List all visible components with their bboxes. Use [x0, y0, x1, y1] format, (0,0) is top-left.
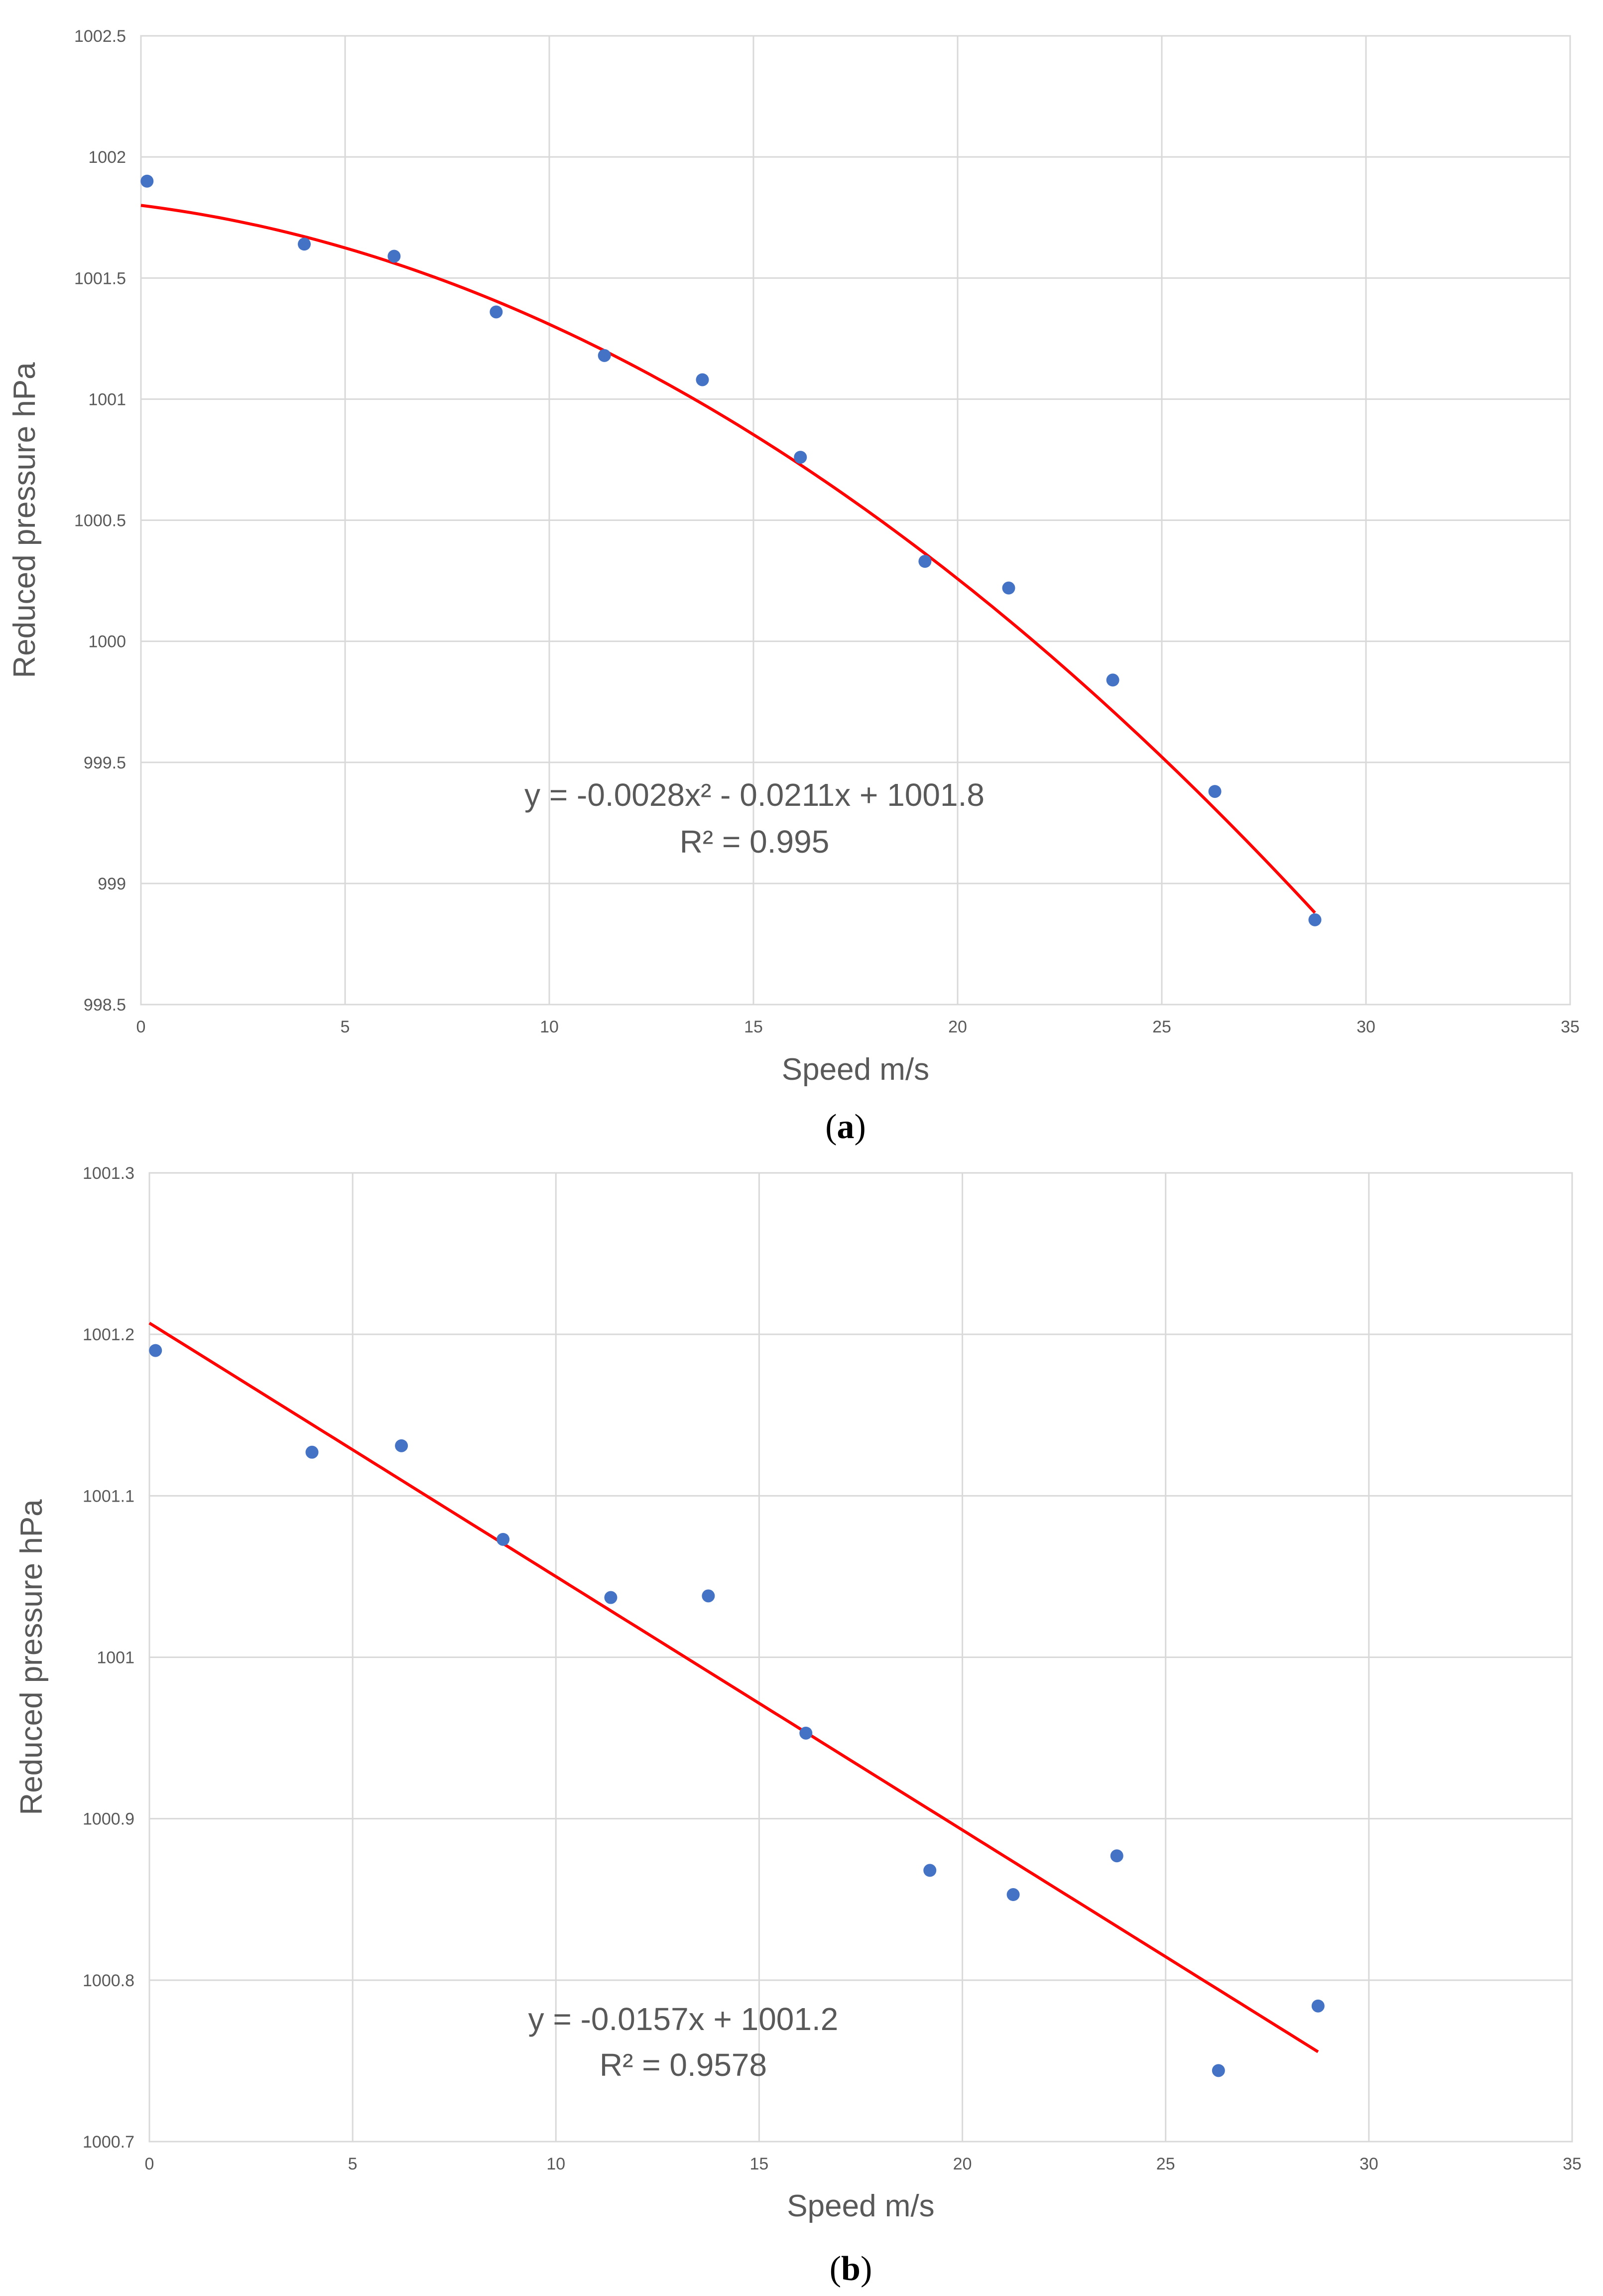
- y-tick-label: 998.5: [84, 996, 126, 1015]
- y-tick-label: 1001.1: [83, 1487, 134, 1506]
- data-point: [1002, 581, 1015, 595]
- data-point: [923, 1864, 937, 1877]
- chart-b: 0 5 10 15 20 25 30 35 1000.7 1000.8 1000.9 1001 1001…: [14, 1164, 1582, 2288]
- y-tick-label: 1000.9: [83, 1810, 134, 1829]
- x-tick-label: 35: [1563, 2155, 1582, 2173]
- figure-caption: (a): [825, 1108, 866, 1146]
- caption-close-paren: ): [855, 1108, 866, 1146]
- data-point: [1308, 913, 1322, 926]
- data-point: [490, 305, 503, 319]
- data-point: [799, 1726, 813, 1740]
- data-point: [1106, 673, 1119, 687]
- y-tick-label: 999.5: [84, 754, 126, 772]
- r-squared: R² = 0.995: [680, 824, 830, 860]
- data-point: [395, 1439, 408, 1452]
- x-tick-label: 25: [1156, 2155, 1175, 2173]
- chart-a: 0 5 10 15 20 25 30 35 998.5 999 999.5 1000 1000.5 100…: [7, 27, 1580, 1146]
- x-tick-label: 35: [1561, 1018, 1580, 1036]
- x-tick-label: 0: [136, 1018, 146, 1036]
- data-point: [1212, 2064, 1225, 2077]
- data-point: [305, 1445, 319, 1459]
- data-point: [696, 373, 709, 386]
- x-tick-label: 30: [1356, 1018, 1375, 1036]
- x-tick-label: 5: [348, 2155, 358, 2173]
- data-point: [387, 250, 401, 263]
- data-point: [298, 238, 311, 251]
- data-point: [1311, 1999, 1325, 2013]
- trendline: [148, 1321, 1319, 2053]
- y-axis-title: Reduced pressure hPa: [14, 1499, 49, 1815]
- data-point: [1110, 1849, 1123, 1863]
- y-tick-label: 1001.5: [74, 269, 126, 288]
- y-tick-label: 1000.5: [74, 511, 126, 530]
- x-tick-label: 20: [953, 2155, 972, 2173]
- x-axis-title: Speed m/s: [787, 2189, 934, 2223]
- caption-open-paren: (: [830, 2250, 841, 2288]
- y-tick-label: 1000.7: [83, 2133, 134, 2152]
- trendline-equation: y = -0.0028x² - 0.0211x + 1001.8: [524, 777, 985, 813]
- data-point: [598, 349, 611, 362]
- plot-border: [140, 35, 1571, 1006]
- x-tick-label: 10: [546, 2155, 565, 2173]
- data-point: [702, 1589, 715, 1603]
- y-tick-label: 1002.5: [74, 27, 126, 46]
- x-tick-label: 5: [341, 1018, 350, 1036]
- trendline: [140, 204, 1316, 914]
- caption-letter: a: [837, 1108, 855, 1146]
- data-point: [918, 555, 932, 568]
- figure-caption: (b): [830, 2250, 872, 2288]
- plot-border: [148, 1172, 1573, 2143]
- data-point: [1208, 785, 1222, 798]
- x-tick-label: 0: [145, 2155, 154, 2173]
- y-tick-label: 1001: [97, 1649, 134, 1667]
- data-point: [140, 174, 154, 188]
- data-point: [794, 451, 807, 464]
- y-tick-label: 1001.2: [83, 1325, 134, 1344]
- data-point: [1006, 1888, 1020, 1902]
- x-tick-label: 15: [750, 2155, 769, 2173]
- trendline-equation: y = -0.0157x + 1001.2: [528, 2001, 839, 2037]
- x-tick-label: 10: [540, 1018, 559, 1036]
- x-tick-label: 15: [744, 1018, 763, 1036]
- caption-letter: b: [841, 2250, 861, 2288]
- y-axis-title: Reduced pressure hPa: [7, 362, 42, 678]
- data-point: [496, 1532, 510, 1546]
- caption-open-paren: (: [825, 1108, 837, 1146]
- y-tick-label: 999: [98, 875, 126, 893]
- data-point: [149, 1344, 162, 1357]
- y-tick-label: 1002: [88, 148, 126, 167]
- r-squared: R² = 0.9578: [600, 2047, 767, 2083]
- y-tick-label: 1000: [88, 633, 126, 651]
- y-tick-label: 1000.8: [83, 1971, 134, 1990]
- caption-close-paren: ): [861, 2250, 872, 2288]
- x-tick-label: 30: [1359, 2155, 1378, 2173]
- x-tick-label: 25: [1152, 1018, 1171, 1036]
- y-tick-label: 1001: [88, 390, 126, 409]
- data-point: [604, 1591, 617, 1604]
- y-tick-label: 1001.3: [83, 1164, 134, 1183]
- x-tick-label: 20: [948, 1018, 967, 1036]
- x-axis-title: Speed m/s: [782, 1052, 929, 1087]
